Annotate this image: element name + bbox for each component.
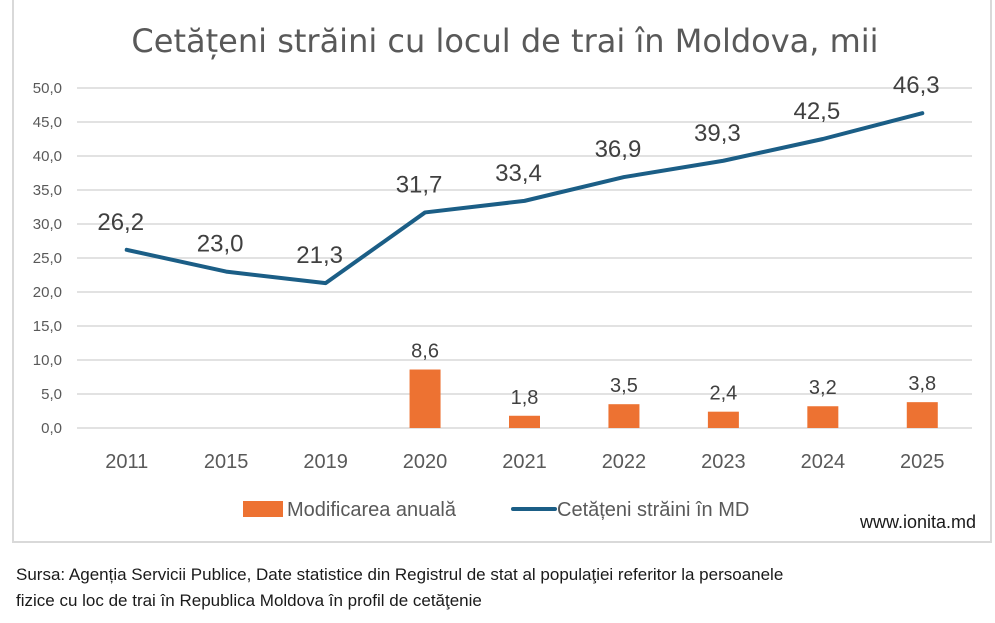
chart-title: Cetățeni străini cu locul de trai în Mol… <box>131 22 878 60</box>
x-tick-label: 2019 <box>303 451 348 473</box>
bar-data-label: 3,8 <box>908 373 936 395</box>
legend-label-line: Cetățeni străini în MD <box>557 499 749 521</box>
bar-data-label: 3,2 <box>809 377 837 399</box>
x-tick-label: 2021 <box>502 451 547 473</box>
line-data-label: 42,5 <box>793 98 840 125</box>
y-tick-label: 25,0 <box>33 250 62 267</box>
y-tick-label: 20,0 <box>33 284 62 301</box>
source-line-2: fizice cu loc de trai în Republica Moldo… <box>16 591 482 610</box>
line-data-label: 36,9 <box>595 136 642 163</box>
x-tick-label: 2025 <box>900 451 945 473</box>
y-tick-label: 45,0 <box>33 114 62 131</box>
x-tick-label: 2024 <box>801 451 846 473</box>
x-tick-label: 2022 <box>602 451 647 473</box>
y-tick-label: 10,0 <box>33 352 62 369</box>
y-axis-ticks: 0,0 5,0 10,0 15,0 20,0 25,0 30,0 35,0 40,0 45,0 50… <box>33 80 62 437</box>
watermark: www.ionita.md <box>859 512 976 532</box>
chart-frame <box>12 0 992 543</box>
legend-swatch-bar <box>243 501 283 517</box>
x-tick-label: 2011 <box>105 451 148 473</box>
source-note: Sursa: Agenția Servicii Publice, Date st… <box>16 562 986 614</box>
x-tick-label: 2020 <box>403 451 448 473</box>
source-line-1: Sursa: Agenția Servicii Publice, Date st… <box>16 565 784 584</box>
legend: Modificarea anuală Cetățeni străini în M… <box>243 499 749 521</box>
y-tick-label: 15,0 <box>33 318 62 335</box>
bar <box>807 406 839 428</box>
y-tick-label: 0,0 <box>41 420 62 437</box>
bar <box>608 404 640 428</box>
y-tick-label: 35,0 <box>33 182 62 199</box>
line-series <box>124 111 925 286</box>
line-data-label: 31,7 <box>396 171 443 198</box>
x-tick-label: 2015 <box>204 451 249 473</box>
bar-data-labels: 8,6 1,8 3,5 2,4 3,2 3,8 <box>411 341 936 409</box>
bar <box>906 402 938 428</box>
legend-label-bar: Modificarea anuală <box>287 499 457 521</box>
x-tick-label: 2023 <box>701 451 746 473</box>
line-data-labels: 26,2 23,0 21,3 31,7 33,4 36,9 39,3 42,5 46,3 <box>97 72 939 269</box>
bar-series <box>409 369 938 428</box>
line-data-label: 21,3 <box>296 242 343 269</box>
chart: Cetățeni străini cu locul de trai în Mol… <box>33 22 976 532</box>
bar <box>707 411 739 428</box>
bar-data-label: 8,6 <box>411 341 439 363</box>
line-data-label: 46,3 <box>893 72 940 99</box>
gridlines <box>77 87 972 429</box>
x-axis-ticks: 2011 2015 2019 2020 2021 2022 2023 2024 2025 <box>105 451 944 473</box>
y-tick-label: 5,0 <box>41 386 62 403</box>
line-data-label: 23,0 <box>197 231 244 258</box>
line-data-label: 33,4 <box>495 160 542 187</box>
bar-data-label: 2,4 <box>709 383 737 405</box>
bar <box>509 415 540 428</box>
bar-data-label: 3,5 <box>610 375 638 397</box>
line-data-label: 39,3 <box>694 120 741 147</box>
y-tick-label: 50,0 <box>33 80 62 97</box>
bar <box>409 369 441 428</box>
y-tick-label: 40,0 <box>33 148 62 165</box>
line-data-label: 26,2 <box>97 209 144 236</box>
y-tick-label: 30,0 <box>33 216 62 233</box>
bar-data-label: 1,8 <box>511 387 539 409</box>
